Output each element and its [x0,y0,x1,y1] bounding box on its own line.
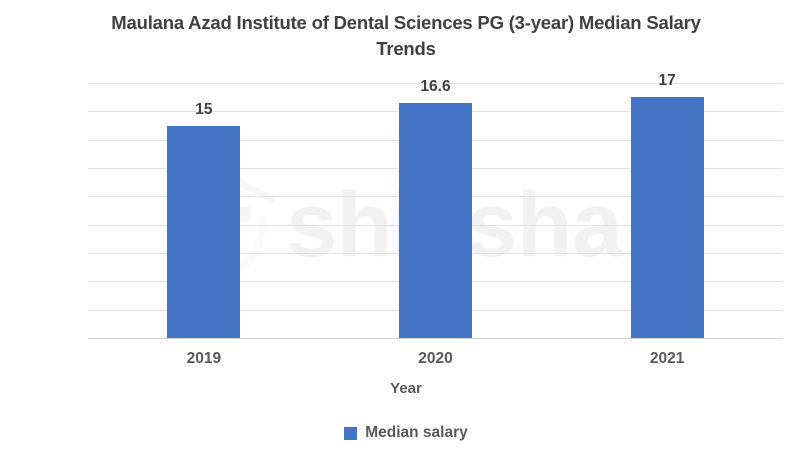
x-axis-title: Year [390,380,422,397]
bar [167,125,241,338]
chart-legend: Median salary [0,424,812,442]
bar [399,102,472,338]
bar [630,97,704,338]
x-tick-label: 2020 [418,350,453,367]
bar-value-label: 15 [195,100,213,118]
x-tick-label: 2021 [649,350,685,367]
bar-value-label: 16.6 [420,77,451,95]
bar-value-label: 17 [658,72,676,90]
legend-label-median-salary: Median salary [365,424,468,441]
legend-swatch-median-salary [344,426,358,440]
gridline [88,338,783,339]
x-tick-label: 2019 [186,350,222,367]
chart-title: Maulana Azad Institute of Dental Science… [111,12,701,59]
gridline [88,83,783,84]
